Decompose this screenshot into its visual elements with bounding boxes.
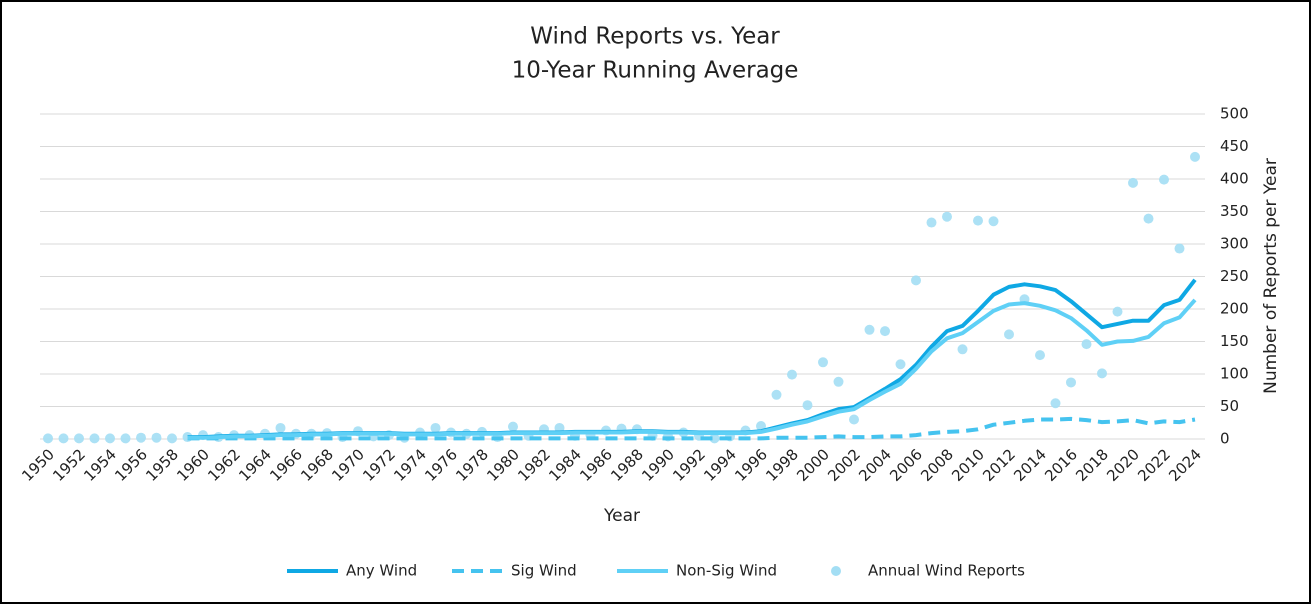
legend-label: Any Wind — [346, 562, 417, 580]
x-axis-label: Year — [603, 506, 640, 526]
data-point — [895, 359, 906, 370]
data-point — [1097, 368, 1107, 379]
data-point — [880, 326, 890, 337]
y-tick-label: 150 — [1220, 332, 1249, 350]
series-line — [187, 416, 1196, 441]
data-point — [151, 432, 162, 443]
y-axis-label: Number of Reports per Year — [1261, 158, 1281, 394]
y-tick-label: 500 — [1220, 105, 1249, 123]
y-tick-label: 100 — [1220, 365, 1249, 383]
data-point — [430, 422, 441, 433]
data-point — [818, 357, 828, 368]
chart-title: Wind Reports vs. Year — [530, 24, 780, 50]
legend-label: Annual Wind Reports — [868, 562, 1025, 580]
data-point — [1081, 339, 1092, 350]
data-point — [787, 369, 797, 380]
data-point — [1050, 398, 1061, 409]
data-point — [833, 376, 844, 387]
y-tick-label: 450 — [1220, 137, 1249, 155]
data-point — [508, 421, 518, 432]
data-point — [942, 211, 952, 222]
data-point — [136, 432, 146, 443]
data-point — [1112, 306, 1123, 317]
legend-label: Sig Wind — [511, 562, 577, 580]
data-point — [926, 217, 937, 228]
data-point — [1066, 377, 1076, 388]
data-point — [911, 275, 921, 286]
y-tick-label: 250 — [1220, 267, 1249, 285]
data-point — [802, 400, 813, 411]
y-tick-label: 0 — [1220, 430, 1230, 448]
data-point — [756, 421, 766, 431]
data-point — [58, 433, 69, 444]
data-point — [43, 433, 53, 444]
data-point — [1128, 177, 1138, 188]
y-tick-label: 50 — [1220, 397, 1239, 415]
data-point — [849, 414, 859, 425]
y-tick-label: 300 — [1220, 235, 1249, 253]
legend-label: Non-Sig Wind — [676, 562, 777, 580]
data-point — [1174, 243, 1185, 254]
legend-marker — [831, 566, 841, 576]
data-point — [120, 433, 131, 444]
data-point — [771, 389, 782, 400]
data-point — [864, 324, 875, 335]
data-point — [1035, 350, 1045, 361]
data-point — [1159, 174, 1169, 185]
data-point — [973, 215, 983, 226]
data-point — [1004, 329, 1014, 340]
data-point — [709, 433, 720, 444]
data-point — [957, 344, 968, 355]
data-point — [1190, 151, 1200, 162]
chart-subtitle: 10-Year Running Average — [512, 58, 799, 84]
y-tick-label: 350 — [1220, 202, 1249, 220]
data-point — [1143, 213, 1154, 224]
data-point — [74, 433, 84, 444]
data-point — [89, 433, 100, 444]
data-point — [988, 216, 999, 227]
data-point — [167, 433, 177, 444]
data-point — [275, 422, 286, 433]
y-tick-label: 400 — [1220, 170, 1249, 188]
y-tick-label: 200 — [1220, 300, 1249, 318]
data-point — [105, 433, 115, 444]
series-line — [187, 298, 1197, 440]
